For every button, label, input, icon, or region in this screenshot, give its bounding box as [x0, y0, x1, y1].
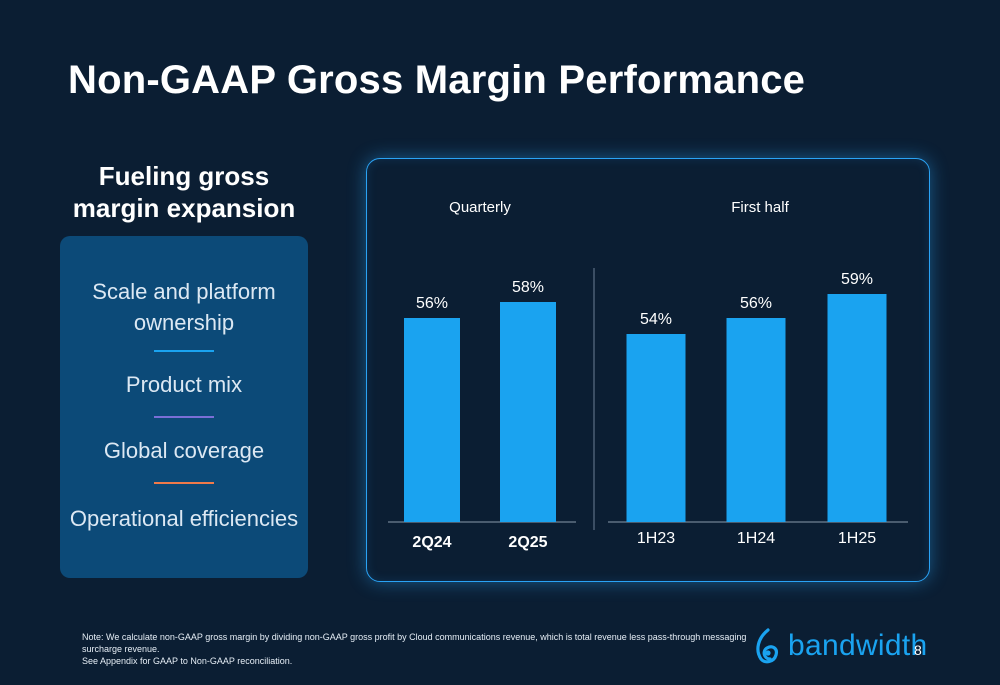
- category-label: 1H25: [838, 530, 876, 547]
- driver-item-operational: Operational efficiencies: [69, 506, 299, 531]
- category-label: 1H24: [737, 530, 775, 547]
- footnote: Note: We calculate non-GAAP gross margin…: [82, 631, 762, 667]
- footnote-line: See Appendix for GAAP to Non-GAAP reconc…: [82, 656, 293, 666]
- driver-divider: [154, 350, 214, 352]
- data-label: 56%: [416, 295, 448, 312]
- chart-title: Quarterly: [449, 199, 511, 216]
- bandwidth-logo-icon: [756, 628, 778, 664]
- chart-panel: [366, 158, 930, 582]
- data-label: 54%: [640, 311, 672, 328]
- bandwidth-logo: bandwidth: [752, 628, 927, 664]
- page-number: 8: [914, 642, 922, 658]
- footnote-line: Note: We calculate non-GAAP gross margin…: [82, 632, 747, 654]
- bar-2Q24: [404, 318, 460, 522]
- data-label: 58%: [512, 279, 544, 296]
- driver-item-global-coverage: Global coverage: [103, 438, 265, 463]
- drivers-panel: Scale and platform ownership Product mix…: [60, 236, 308, 578]
- page-title: Non-GAAP Gross Margin Performance: [68, 58, 806, 102]
- driver-item-scale: Scale and platform ownership: [92, 279, 276, 335]
- first-half-chart: First half 54% 1H23 56% 1H24 59% 1H25: [608, 199, 908, 547]
- data-label: 56%: [740, 295, 772, 312]
- category-label: 1H23: [637, 530, 675, 547]
- data-label: 59%: [841, 271, 873, 288]
- quarterly-chart: Quarterly 56% 2Q24 58% 2Q25: [388, 199, 576, 551]
- bar-2Q25: [500, 302, 556, 522]
- drivers-heading: Fueling gross margin expansion: [72, 161, 296, 223]
- category-label: 2Q25: [508, 534, 547, 551]
- bar-1H25: [827, 294, 887, 522]
- category-label: 2Q24: [412, 534, 451, 551]
- chart-title: First half: [731, 199, 789, 216]
- driver-divider: [154, 416, 214, 418]
- bar-1H23: [626, 334, 686, 522]
- driver-item-product-mix: Product mix: [125, 372, 243, 397]
- bar-1H24: [726, 318, 786, 522]
- driver-divider: [154, 482, 214, 484]
- logo-wordmark: bandwidth: [788, 629, 928, 662]
